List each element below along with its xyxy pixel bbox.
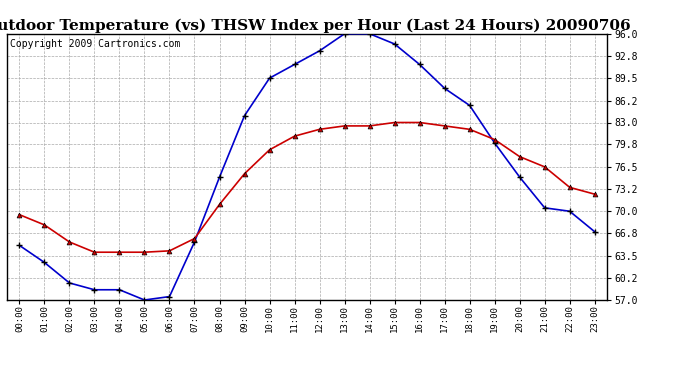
Title: Outdoor Temperature (vs) THSW Index per Hour (Last 24 Hours) 20090706: Outdoor Temperature (vs) THSW Index per … xyxy=(0,18,631,33)
Text: Copyright 2009 Cartronics.com: Copyright 2009 Cartronics.com xyxy=(10,39,180,49)
